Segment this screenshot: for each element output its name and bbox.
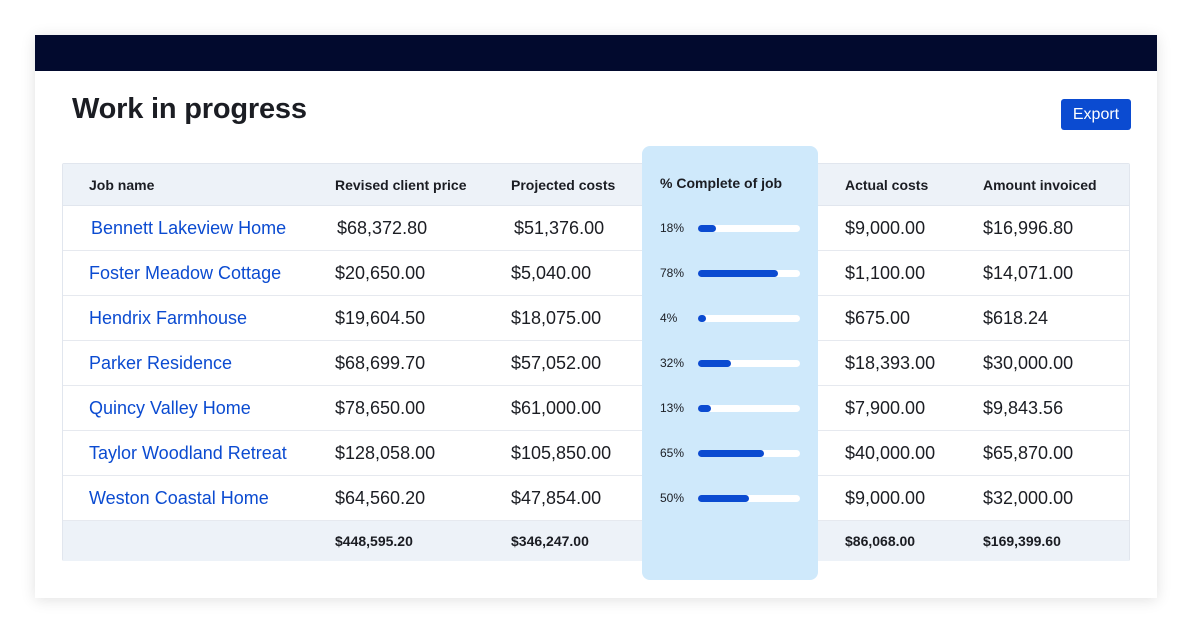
projected-costs-cell: $57,052.00 bbox=[511, 352, 602, 373]
page-title: Work in progress bbox=[72, 93, 307, 125]
total-projected-costs: $346,247.00 bbox=[511, 533, 589, 549]
export-button[interactable]: Export bbox=[1061, 99, 1131, 130]
amount-invoiced-cell: $16,996.80 bbox=[983, 217, 1074, 238]
revised-client-price-cell: $128,058.00 bbox=[335, 442, 436, 463]
table-row: Parker Residence $68,699.70 $57,052.00 $… bbox=[63, 341, 1129, 386]
top-bar bbox=[35, 35, 1157, 71]
job-name-link[interactable]: Hendrix Farmhouse bbox=[89, 307, 248, 328]
revised-client-price-cell: $68,372.80 bbox=[337, 217, 428, 238]
revised-client-price-cell: $78,650.00 bbox=[335, 397, 426, 418]
actual-costs-cell: $1,100.00 bbox=[845, 262, 926, 283]
projected-costs-cell: $105,850.00 bbox=[511, 442, 612, 463]
projected-costs-cell: $47,854.00 bbox=[511, 487, 602, 508]
actual-costs-cell: $675.00 bbox=[845, 307, 911, 328]
total-amount-invoiced: $169,399.60 bbox=[983, 533, 1061, 549]
projected-costs-cell: $51,376.00 bbox=[514, 217, 605, 238]
amount-invoiced-cell: $9,843.56 bbox=[983, 397, 1064, 418]
revised-client-price-cell: $64,560.20 bbox=[335, 487, 426, 508]
table-header-row: Job name Revised client price Projected … bbox=[63, 164, 1129, 206]
table-row: Foster Meadow Cottage $20,650.00 $5,040.… bbox=[63, 251, 1129, 296]
job-name-link[interactable]: Bennett Lakeview Home bbox=[91, 217, 287, 238]
actual-costs-cell: $9,000.00 bbox=[845, 487, 926, 508]
table-row: Bennett Lakeview Home $68,372.80 $51,376… bbox=[63, 206, 1129, 251]
work-in-progress-card: Work in progress Export Job name Revised… bbox=[35, 35, 1157, 598]
total-revised-client-price: $448,595.20 bbox=[335, 533, 413, 549]
amount-invoiced-cell: $30,000.00 bbox=[983, 352, 1074, 373]
actual-costs-cell: $9,000.00 bbox=[845, 217, 926, 238]
table-row: Hendrix Farmhouse $19,604.50 $18,075.00 … bbox=[63, 296, 1129, 341]
table-row: Taylor Woodland Retreat $128,058.00 $105… bbox=[63, 431, 1129, 476]
projected-costs-cell: $18,075.00 bbox=[511, 307, 602, 328]
total-actual-costs: $86,068.00 bbox=[845, 533, 916, 549]
amount-invoiced-cell: $14,071.00 bbox=[983, 262, 1074, 283]
table-row: Weston Coastal Home $64,560.20 $47,854.0… bbox=[63, 476, 1129, 521]
wip-table: Job name Revised client price Projected … bbox=[62, 163, 1130, 561]
totals-row: $448,595.20 $346,247.00 $86,068.00 $169,… bbox=[63, 521, 1129, 561]
revised-client-price-cell: $19,604.50 bbox=[335, 307, 426, 328]
table-row: Quincy Valley Home $78,650.00 $61,000.00… bbox=[63, 386, 1129, 431]
revised-client-price-cell: $68,699.70 bbox=[335, 352, 426, 373]
amount-invoiced-cell: $65,870.00 bbox=[983, 442, 1074, 463]
job-name-link[interactable]: Parker Residence bbox=[89, 352, 233, 373]
amount-invoiced-cell: $32,000.00 bbox=[983, 487, 1074, 508]
actual-costs-cell: $7,900.00 bbox=[845, 397, 926, 418]
projected-costs-cell: $61,000.00 bbox=[511, 397, 602, 418]
column-header-projected-costs[interactable]: Projected costs bbox=[511, 176, 616, 193]
percent-complete-column-highlight bbox=[642, 146, 818, 580]
job-name-link[interactable]: Quincy Valley Home bbox=[89, 397, 251, 418]
amount-invoiced-cell: $618.24 bbox=[983, 307, 1049, 328]
actual-costs-cell: $18,393.00 bbox=[845, 352, 936, 373]
projected-costs-cell: $5,040.00 bbox=[511, 262, 592, 283]
job-name-link[interactable]: Weston Coastal Home bbox=[89, 487, 269, 508]
column-header-actual-costs[interactable]: Actual costs bbox=[845, 176, 929, 193]
column-header-amount-invoiced[interactable]: Amount invoiced bbox=[983, 176, 1097, 193]
column-header-job-name[interactable]: Job name bbox=[89, 176, 155, 193]
job-name-link[interactable]: Foster Meadow Cottage bbox=[89, 262, 282, 283]
revised-client-price-cell: $20,650.00 bbox=[335, 262, 426, 283]
column-header-revised-client-price[interactable]: Revised client price bbox=[335, 176, 467, 193]
job-name-link[interactable]: Taylor Woodland Retreat bbox=[89, 442, 287, 463]
actual-costs-cell: $40,000.00 bbox=[845, 442, 936, 463]
